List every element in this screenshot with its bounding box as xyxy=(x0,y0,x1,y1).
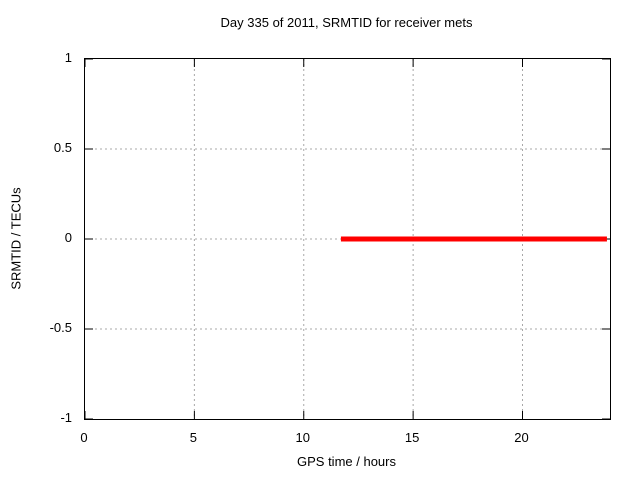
y-tick-label: 0 xyxy=(64,230,72,245)
y-tick-label: -1 xyxy=(60,410,72,425)
x-tick-label: 15 xyxy=(404,430,420,445)
x-tick-label: 10 xyxy=(295,430,310,445)
x-tick-label: 5 xyxy=(189,430,197,445)
y-tick-label: -0.5 xyxy=(49,320,72,335)
plot-canvas xyxy=(85,59,610,419)
x-axis-label: GPS time / hours xyxy=(297,454,396,469)
chart-title: Day 335 of 2011, SRMTID for receiver met… xyxy=(220,15,473,30)
plot-area xyxy=(84,58,611,420)
x-tick-label: 20 xyxy=(514,430,529,445)
y-tick-label: 1 xyxy=(64,50,72,65)
y-tick-label: 0.5 xyxy=(53,140,72,155)
x-tick-label: 0 xyxy=(80,430,88,445)
